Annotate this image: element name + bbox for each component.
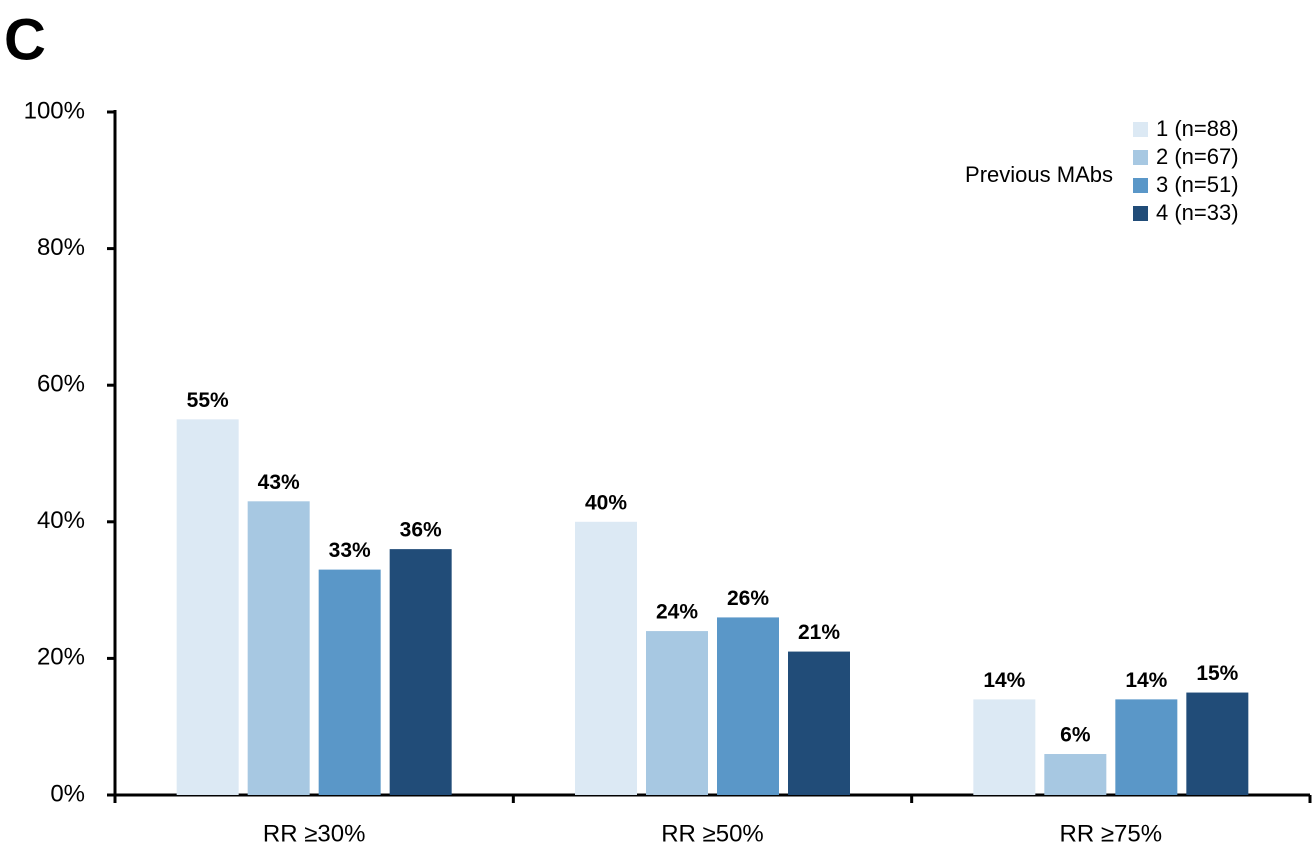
bar (973, 699, 1036, 795)
value-label: 14% (983, 669, 1025, 692)
bar (176, 419, 239, 795)
y-tick-label: 40% (37, 507, 85, 534)
value-label: 26% (727, 587, 769, 610)
bar (247, 501, 310, 795)
y-tick-label: 80% (37, 234, 85, 261)
legend-swatch (1133, 178, 1148, 193)
bar (1044, 754, 1107, 795)
value-label: 33% (329, 539, 371, 562)
legend-swatch (1133, 122, 1148, 137)
value-label: 40% (585, 491, 627, 514)
legend-label: 2 (n=67) (1156, 144, 1239, 169)
y-tick-label: 60% (37, 371, 85, 398)
y-tick-label: 0% (50, 780, 85, 807)
value-label: 14% (1125, 669, 1167, 692)
value-label: 21% (798, 621, 840, 644)
legend-swatch (1133, 206, 1148, 221)
bar (389, 549, 452, 795)
value-label: 6% (1060, 724, 1091, 747)
bar (717, 617, 779, 795)
panel-label: C (4, 7, 46, 72)
bar (646, 631, 708, 795)
x-tick-label: RR ≥75% (1060, 820, 1163, 847)
bar (1186, 692, 1249, 795)
x-tick-label: RR ≥50% (661, 820, 764, 847)
bar (318, 569, 381, 795)
legend-label: 1 (n=88) (1156, 116, 1239, 141)
legend-swatch (1133, 150, 1148, 165)
y-tick-label: 100% (24, 97, 85, 124)
legend-label: 4 (n=33) (1156, 200, 1239, 225)
value-label: 55% (187, 389, 229, 412)
bar (575, 521, 637, 795)
legend-title: Previous MAbs (965, 162, 1113, 187)
bar (1115, 699, 1178, 795)
value-label: 36% (400, 519, 442, 542)
x-tick-label: RR ≥30% (263, 820, 366, 847)
value-label: 15% (1196, 662, 1238, 685)
value-label: 43% (258, 471, 300, 494)
legend-label: 3 (n=51) (1156, 172, 1239, 197)
value-label: 24% (656, 601, 698, 624)
y-tick-label: 20% (37, 644, 85, 671)
bar (788, 651, 850, 795)
